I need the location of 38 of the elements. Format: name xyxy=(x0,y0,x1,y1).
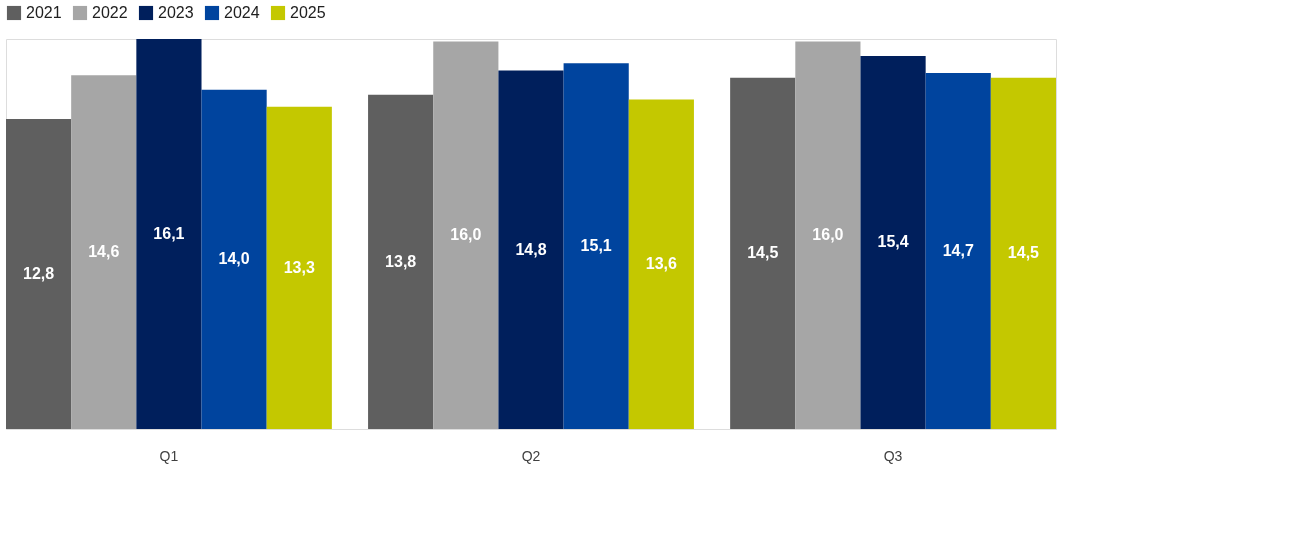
data-label: 16,1 xyxy=(153,225,185,242)
data-label: 14,8 xyxy=(515,240,547,258)
data-label: 16,0 xyxy=(812,226,844,244)
bar xyxy=(433,41,499,429)
data-label: 13,3 xyxy=(283,258,315,276)
bar xyxy=(368,94,434,429)
x-tick-label: Q1 xyxy=(159,447,179,464)
data-label: 14,7 xyxy=(942,241,974,259)
bar xyxy=(266,106,332,429)
legend-label: 2022 xyxy=(92,4,128,21)
bar xyxy=(6,118,72,429)
bar xyxy=(795,41,861,429)
data-label: 15,1 xyxy=(580,237,612,255)
data-label: 13,8 xyxy=(385,252,417,270)
bar xyxy=(563,63,629,429)
data-label: 16,0 xyxy=(450,226,482,244)
x-tick-label: Q2 xyxy=(521,447,541,464)
data-label: 14,0 xyxy=(218,250,250,268)
data-label: 14,5 xyxy=(1007,244,1040,262)
bar xyxy=(860,55,926,429)
bar xyxy=(990,77,1056,429)
legend-label: 2025 xyxy=(290,4,326,21)
legend-label: 2024 xyxy=(224,4,260,21)
data-label: 13,6 xyxy=(645,255,678,273)
legend-label: 2023 xyxy=(158,4,194,21)
data-label: 14,5 xyxy=(747,244,779,262)
bar xyxy=(136,39,202,429)
data-label: 15,4 xyxy=(877,233,909,251)
data-label: 14,6 xyxy=(88,243,120,261)
bar xyxy=(71,75,137,429)
bar xyxy=(730,77,796,429)
data-label: 12,8 xyxy=(23,264,55,282)
bar xyxy=(498,70,564,429)
x-tick-label: Q3 xyxy=(883,447,903,464)
bar xyxy=(925,72,991,429)
bar xyxy=(628,99,694,429)
bar xyxy=(201,89,267,429)
legend-label: 2021 xyxy=(26,4,62,21)
